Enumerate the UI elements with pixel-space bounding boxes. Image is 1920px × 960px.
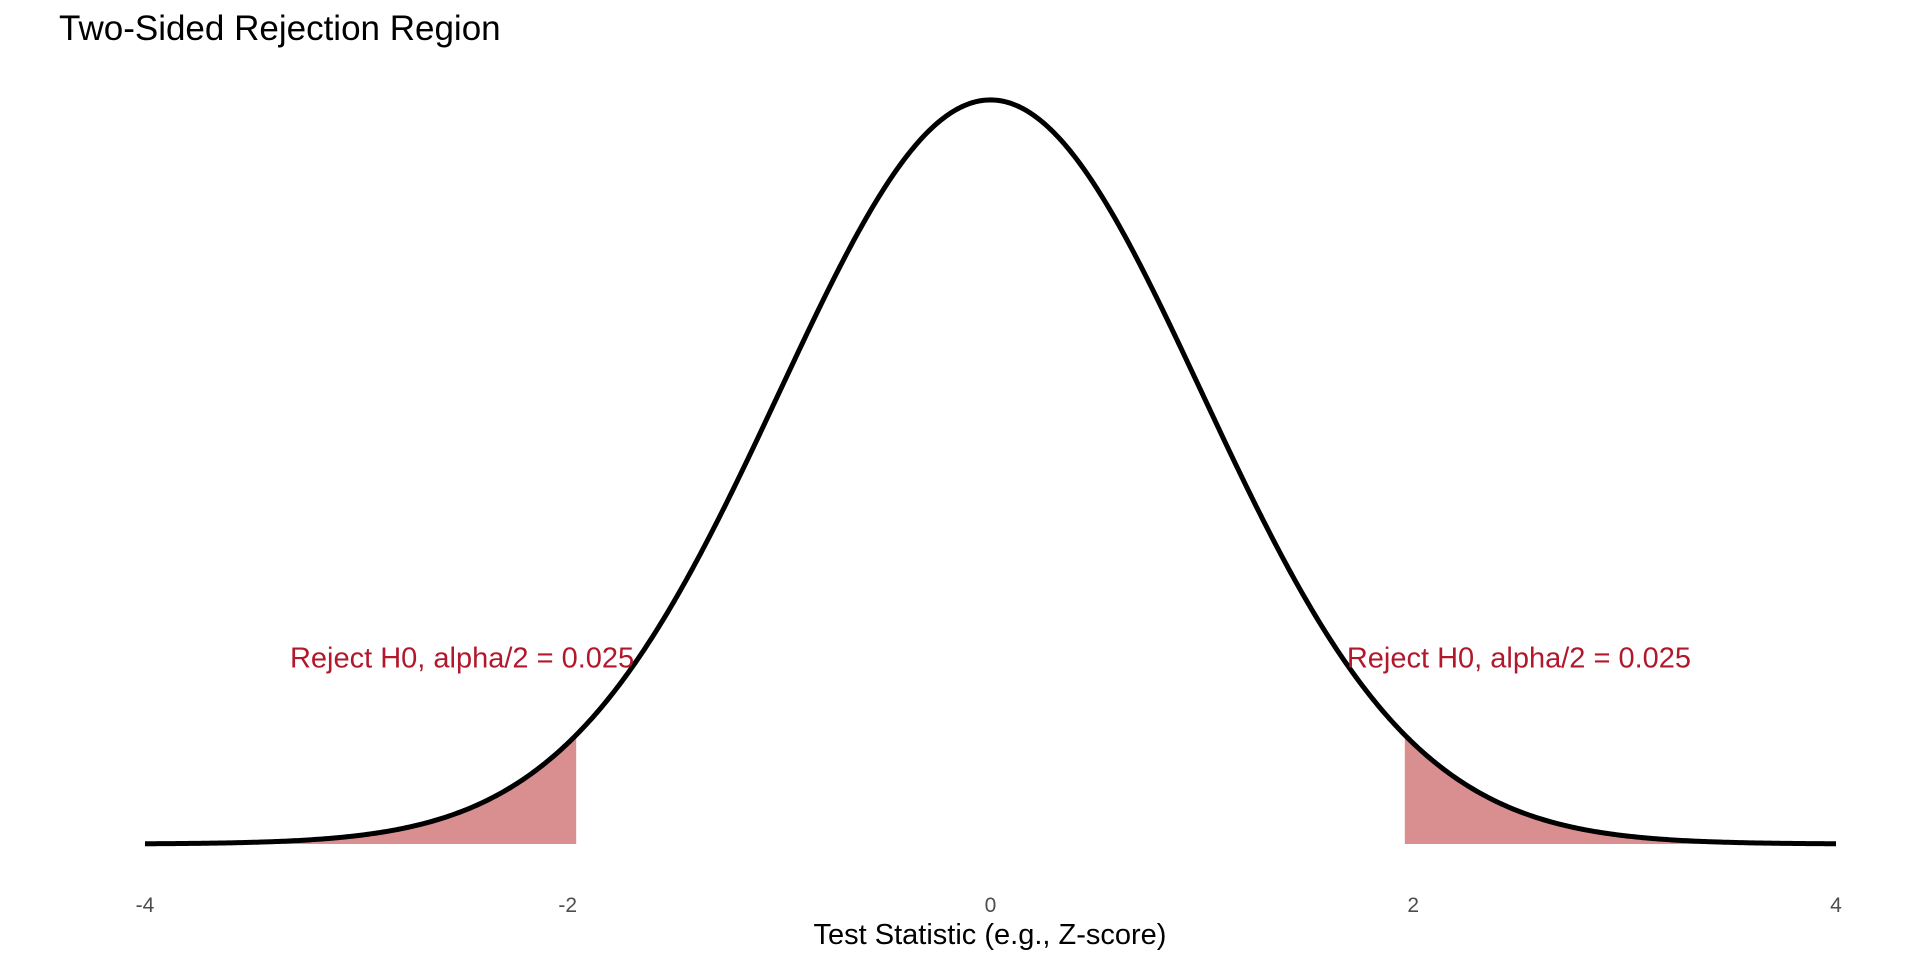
rejection-region-left: [145, 735, 577, 844]
x-tick-label: 0: [985, 894, 997, 917]
x-tick-label: 2: [1407, 894, 1419, 917]
x-axis: -4 -2 0 2 4: [136, 894, 1843, 917]
annotations: Reject H0, alpha/2 = 0.025 Reject H0, alp…: [290, 642, 1691, 674]
x-tick-label: -4: [136, 894, 155, 917]
density-curve: [144, 97, 1837, 847]
rejection-regions: [145, 735, 1836, 844]
x-tick-label: 4: [1830, 894, 1842, 917]
annotation-right: Reject H0, alpha/2 = 0.025: [1347, 642, 1691, 674]
rejection-region-right: [1404, 735, 1836, 844]
x-axis-label: Test Statistic (e.g., Z-score): [814, 919, 1167, 951]
density-curve-group: [144, 97, 1837, 847]
x-tick-label: -2: [558, 894, 577, 917]
chart-title: Two-Sided Rejection Region: [59, 9, 501, 48]
annotation-left: Reject H0, alpha/2 = 0.025: [290, 642, 634, 674]
